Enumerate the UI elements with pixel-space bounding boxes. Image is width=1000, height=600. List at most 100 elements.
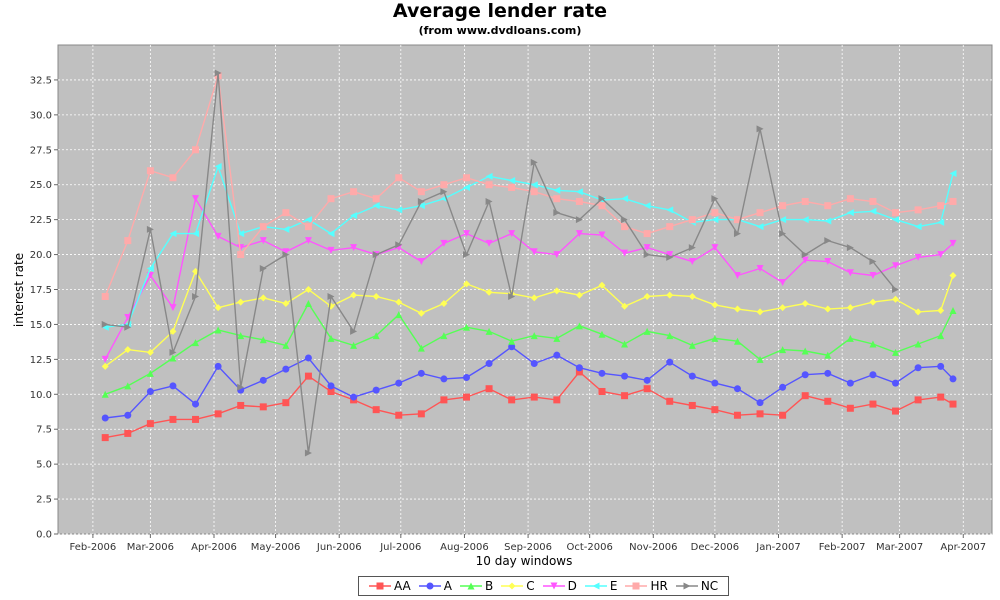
legend-marker-aa	[376, 582, 384, 590]
data-point-a	[666, 358, 674, 366]
legend-label-hr: HR	[650, 579, 668, 593]
legend-label-aa: AA	[394, 579, 411, 593]
data-point-d	[440, 239, 448, 247]
data-point-e	[101, 323, 109, 331]
legend-swatch-d	[542, 582, 565, 590]
data-point-aa	[688, 401, 696, 409]
data-point-c	[914, 308, 922, 316]
data-point-nc	[237, 383, 245, 391]
data-point-a	[169, 382, 177, 390]
data-point-c	[666, 291, 674, 299]
legend-marker-hr	[632, 582, 640, 590]
data-point-c	[462, 280, 470, 288]
data-point-c	[169, 327, 177, 335]
data-point-d	[598, 231, 606, 239]
data-point-b	[598, 330, 606, 338]
data-point-e	[214, 163, 222, 171]
data-point-b	[756, 355, 764, 363]
data-point-b	[949, 306, 957, 314]
data-point-c	[304, 286, 312, 293]
y-tick-label: 5.0	[36, 460, 52, 471]
data-point-e	[327, 230, 335, 238]
legend-marker-e	[592, 582, 600, 590]
data-point-e	[485, 172, 493, 180]
data-point-e	[711, 216, 719, 224]
y-axis-label: interest rate	[12, 253, 26, 327]
data-point-c	[892, 295, 900, 303]
legend-item-e: E	[584, 579, 618, 593]
legend-label-nc: NC	[700, 579, 719, 593]
data-point-hr	[949, 197, 957, 205]
y-tick-label: 30.0	[30, 110, 52, 121]
data-point-b	[214, 326, 222, 334]
data-point-a	[485, 360, 493, 368]
data-point-nc	[621, 216, 629, 224]
data-point-aa	[304, 372, 312, 380]
data-point-aa	[259, 403, 267, 411]
data-point-c	[643, 292, 651, 300]
legend-swatch-e	[584, 582, 607, 590]
data-point-a	[124, 411, 132, 419]
data-point-e	[462, 184, 470, 192]
y-tick-label: 17.5	[30, 285, 52, 296]
legend-swatch-b	[459, 582, 482, 590]
legend-label-a: A	[443, 579, 452, 593]
data-point-b	[259, 336, 267, 344]
data-point-hr	[824, 202, 832, 210]
data-point-d	[169, 304, 177, 312]
data-point-nc	[846, 244, 854, 252]
x-tick-label: Oct-2006	[566, 542, 612, 553]
data-point-d	[327, 246, 335, 254]
data-point-d	[892, 262, 900, 270]
data-point-b	[779, 346, 787, 354]
data-point-c	[395, 298, 403, 306]
x-tick-label: Apr-2006	[191, 542, 237, 553]
y-tick-label: 27.5	[30, 145, 52, 156]
data-point-nc	[101, 320, 109, 328]
data-point-a	[779, 383, 787, 391]
data-point-nc	[124, 323, 132, 331]
data-point-c	[824, 305, 832, 313]
data-point-a	[350, 393, 358, 401]
legend-swatch-aa	[369, 582, 391, 590]
data-point-a	[824, 369, 832, 377]
data-point-hr	[327, 195, 335, 203]
data-point-aa	[395, 411, 403, 419]
data-point-d	[937, 251, 945, 259]
data-point-nc	[214, 69, 222, 77]
y-tick-label: 10.0	[30, 390, 52, 401]
data-point-e	[146, 265, 154, 273]
data-point-e	[914, 223, 922, 231]
legend-label-e: E	[609, 579, 618, 593]
data-point-aa	[949, 400, 957, 408]
data-point-aa	[711, 406, 719, 414]
data-point-nc	[711, 195, 719, 203]
data-point-hr	[711, 209, 719, 217]
data-point-aa	[733, 411, 741, 419]
data-point-a	[869, 371, 877, 379]
data-point-nc	[350, 327, 358, 335]
x-tick-label: Mar-2007	[876, 542, 923, 553]
data-point-d	[733, 272, 741, 280]
data-point-nc	[824, 237, 832, 245]
legend-marker-d	[550, 582, 558, 590]
data-point-nc	[892, 286, 900, 293]
data-point-hr	[417, 188, 425, 196]
data-point-nc	[192, 292, 200, 300]
legend-item-c: C	[501, 579, 535, 593]
data-point-aa	[146, 420, 154, 428]
data-point-aa	[508, 396, 516, 404]
data-point-e	[801, 216, 809, 224]
data-point-nc	[372, 251, 380, 259]
x-tick-label: Jan-2007	[755, 542, 800, 553]
x-tick-label: Feb-2006	[70, 542, 117, 553]
data-point-b	[169, 354, 177, 362]
data-point-nc	[801, 251, 809, 259]
data-point-c	[372, 292, 380, 300]
data-point-b	[711, 334, 719, 342]
data-point-b	[485, 327, 493, 335]
data-point-c	[192, 267, 200, 275]
data-point-aa	[530, 393, 538, 401]
data-point-hr	[440, 181, 448, 189]
